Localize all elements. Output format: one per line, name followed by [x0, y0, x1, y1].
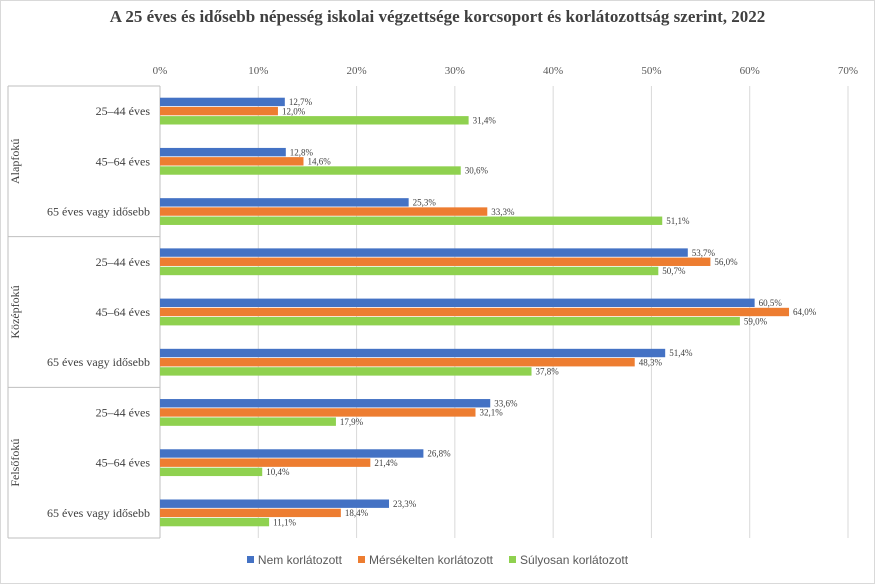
legend-label: Mérsékelten korlátozott [368, 553, 494, 567]
x-tick-label: 50% [641, 65, 661, 77]
bar [160, 417, 336, 426]
data-label: 12,8% [290, 147, 314, 157]
x-tick-label: 30% [445, 65, 465, 77]
chart-title: A 25 éves és idősebb népesség iskolai vé… [109, 7, 766, 26]
data-label: 33,3% [491, 207, 515, 217]
bar [160, 517, 270, 527]
data-label: 60,5% [759, 298, 783, 308]
x-tick-label: 60% [740, 65, 760, 77]
data-label: 32,1% [479, 408, 503, 418]
data-label: 12,7% [289, 97, 313, 107]
data-label: 25,3% [413, 198, 437, 208]
bar [160, 207, 488, 216]
chart-legend: Nem korlátozott Mérsékelten korlátozott Sú… [0, 553, 875, 567]
bar [160, 106, 278, 116]
x-tick-label: 40% [543, 65, 563, 77]
bar [160, 266, 659, 276]
group-label: Alapfokú [8, 139, 22, 184]
legend-swatch [509, 556, 517, 564]
bar [160, 358, 635, 367]
data-label: 10,4% [266, 467, 290, 477]
category-label: 65 éves vagy idősebb [47, 205, 150, 219]
category-label: 25–44 éves [96, 405, 151, 419]
category-label: 25–44 éves [96, 104, 151, 118]
group-label: Középfokú [8, 285, 22, 338]
category-label: 45–64 éves [96, 456, 151, 470]
bar [160, 307, 790, 317]
bar [160, 458, 371, 467]
data-label: 12,0% [282, 106, 306, 116]
category-label: 45–64 éves [96, 305, 151, 319]
x-tick-label: 70% [838, 65, 858, 77]
bar [160, 367, 532, 376]
category-label: 45–64 éves [96, 154, 151, 168]
category-label: 25–44 éves [96, 255, 151, 269]
bar [160, 116, 469, 125]
data-label: 53,7% [692, 248, 716, 258]
bar [160, 157, 304, 166]
x-tick-label: 20% [346, 65, 366, 77]
category-label: 65 éves vagy idősebb [47, 355, 150, 369]
data-label: 21,4% [374, 458, 398, 468]
bar [160, 408, 476, 417]
data-label: 23,3% [393, 499, 417, 509]
bar [160, 317, 740, 326]
x-tick-label: 0% [153, 65, 168, 77]
bar [160, 166, 461, 175]
group-label: Felsőfokú [8, 439, 22, 487]
bar [160, 257, 711, 266]
bar [160, 248, 688, 257]
data-label: 17,9% [340, 417, 364, 427]
data-label: 14,6% [307, 157, 331, 167]
legend-swatch [246, 556, 254, 564]
category-label: 65 éves vagy idősebb [47, 506, 150, 520]
data-label: 33,6% [494, 398, 518, 408]
bar [160, 97, 285, 107]
bar [160, 198, 409, 207]
legend-label: Súlyosan korlátozott [520, 553, 629, 567]
legend-item: Nem korlátozott [246, 553, 342, 567]
bar [160, 508, 341, 518]
data-label: 59,0% [744, 316, 768, 326]
bar [160, 499, 390, 508]
data-label: 51,4% [669, 348, 693, 358]
data-label: 50,7% [662, 266, 686, 276]
legend-swatch [357, 556, 365, 564]
data-label: 64,0% [793, 307, 817, 317]
data-label: 18,4% [345, 508, 369, 518]
bar [160, 348, 666, 358]
legend-label: Nem korlátozott [257, 553, 342, 567]
data-label: 31,4% [473, 116, 497, 126]
legend-item: Súlyosan korlátozott [509, 553, 628, 567]
data-label: 51,1% [666, 216, 690, 226]
bar [160, 147, 286, 157]
data-label: 56,0% [714, 257, 738, 267]
data-label: 30,6% [465, 166, 489, 176]
bar [160, 399, 491, 408]
data-label: 48,3% [639, 357, 663, 367]
x-tick-label: 10% [248, 65, 268, 77]
bar [160, 298, 755, 307]
data-label: 26,8% [427, 449, 451, 459]
legend-item: Mérsékelten korlátozott [357, 553, 494, 567]
data-label: 11,1% [273, 517, 296, 527]
bar [160, 216, 663, 225]
data-label: 37,8% [536, 367, 560, 377]
bar [160, 467, 263, 477]
bar [160, 449, 424, 458]
